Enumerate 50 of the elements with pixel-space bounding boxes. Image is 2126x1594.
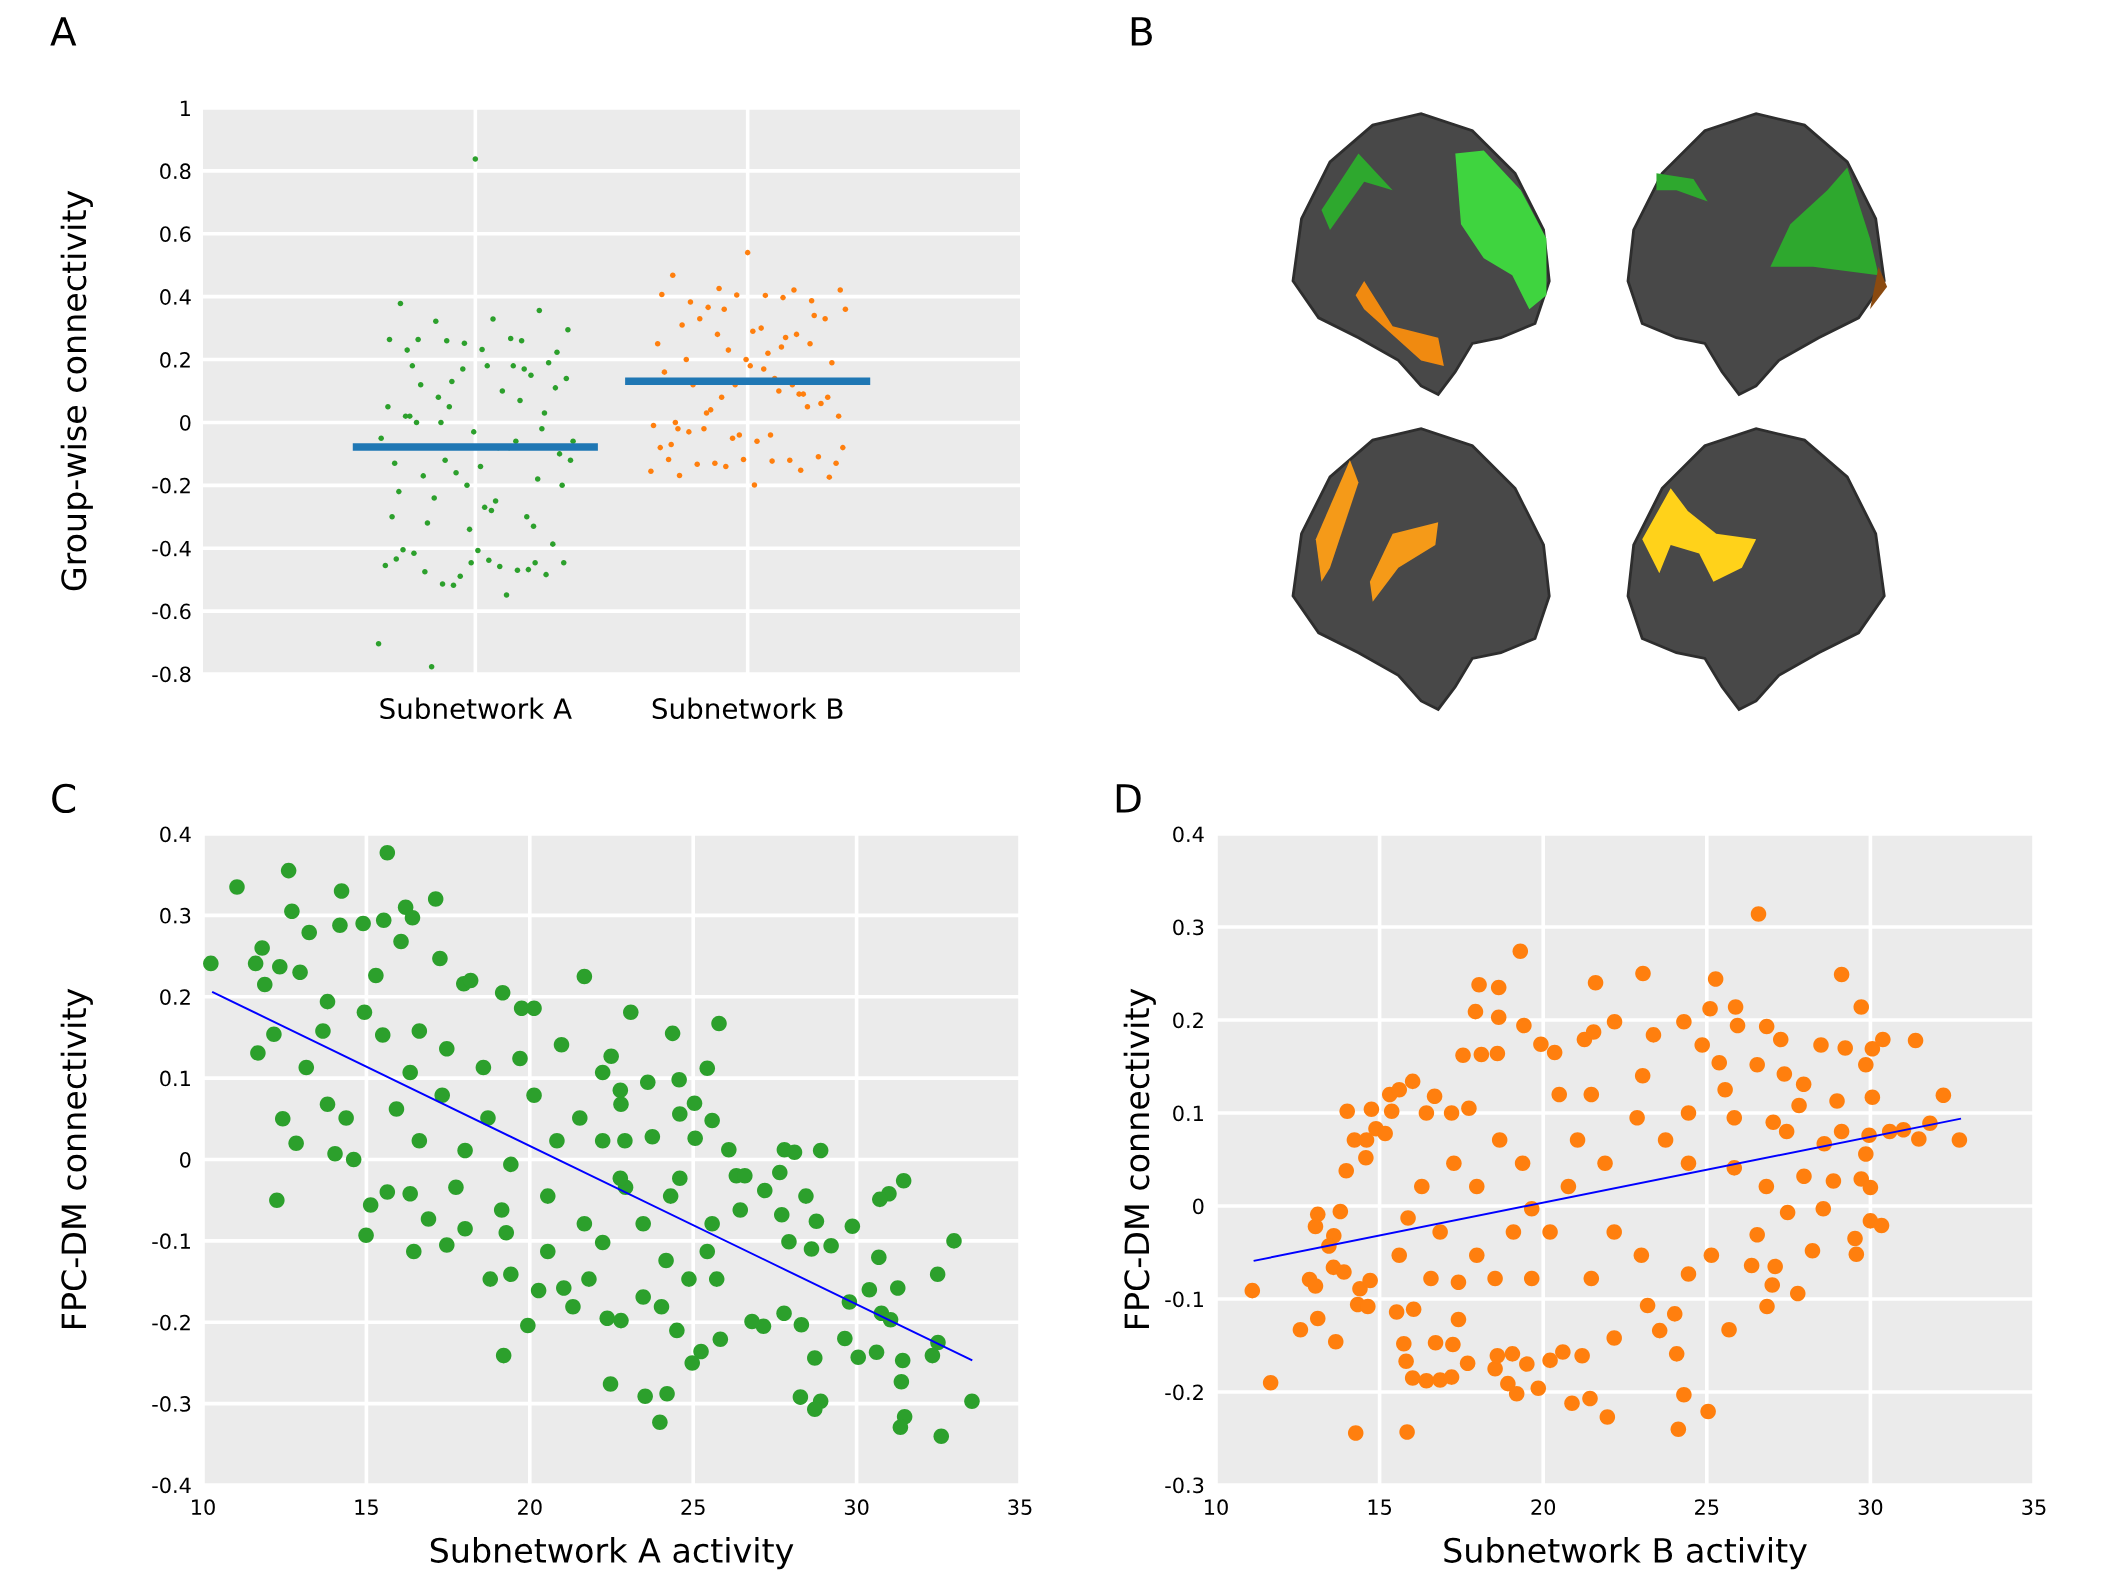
x-tick-label: 15 [1368, 1499, 1392, 1516]
y-axis-title: FPC-DM connectivity [60, 988, 93, 1328]
x-tick-label: 30 [1858, 1499, 1883, 1516]
x-tick-label: 25 [681, 1499, 705, 1516]
x-tick-label: 35 [2022, 1499, 2046, 1516]
x-tick-label: 20 [1531, 1499, 1556, 1516]
x-tick-label: Subnetwork A [380, 697, 572, 720]
y-tick-label: 0.2 [160, 989, 190, 1005]
x-tick-label: 35 [1008, 1499, 1032, 1516]
y-tick-label: 0.3 [160, 907, 191, 924]
chart-title: C [52, 783, 76, 814]
x-tick-label: 25 [1695, 1499, 1719, 1516]
x-tick-label: 10 [1205, 1499, 1228, 1516]
x-axis-title: Subnetwork B activity [1444, 1537, 1807, 1570]
x-tick-label: 15 [355, 1499, 378, 1516]
y-tick-label: -0.4 [152, 1477, 191, 1494]
y-tick-label: 0.2 [1173, 1012, 1203, 1029]
y-tick-label: 0.2 [160, 352, 190, 368]
text: B [1131, 17, 1152, 46]
y-axis-title: FPC-DM connectivity [1123, 988, 1156, 1328]
chart-title: A [50, 17, 77, 46]
x-tick-label: 30 [844, 1499, 869, 1516]
y-tick-label: -0.6 [152, 603, 191, 620]
y-tick-label: 0.4 [1173, 826, 1204, 843]
x-axis-title: Subnetwork A activity [430, 1537, 794, 1570]
x-tick-label: 20 [518, 1499, 542, 1516]
y-tick-label: 0.8 [160, 163, 191, 180]
y-tick-label: -0.1 [152, 1233, 190, 1250]
y-tick-label: -0.3 [152, 1396, 191, 1412]
x-tick-label: 10 [192, 1499, 215, 1516]
y-tick-label: 0.4 [160, 826, 191, 843]
y-tick-label: 0 [180, 1151, 191, 1168]
y-tick-label: -0.2 [152, 477, 190, 494]
y-tick-label: -0.2 [152, 1314, 190, 1331]
y-tick-label: -0.8 [152, 666, 191, 683]
chart-title: D [1116, 784, 1141, 813]
y-tick-label: -0.1 [1165, 1291, 1203, 1308]
y-tick-label: -0.3 [1165, 1477, 1204, 1494]
y-tick-label: 0.1 [1173, 1105, 1203, 1122]
y-tick-label: 0 [180, 414, 191, 431]
y-tick-label: 0.3 [1173, 919, 1204, 936]
y-tick-label: 1 [180, 100, 190, 116]
x-tick-label: Subnetwork B [652, 697, 843, 720]
y-tick-label: -0.4 [152, 540, 191, 557]
y-tick-label: 0.6 [160, 226, 191, 242]
y-tick-label: 0.4 [160, 289, 191, 305]
y-axis-title: Group-wise connectivity [60, 190, 93, 591]
y-tick-label: 0 [1193, 1198, 1204, 1215]
y-tick-label: 0.1 [160, 1070, 190, 1087]
y-tick-label: -0.2 [1165, 1384, 1203, 1401]
